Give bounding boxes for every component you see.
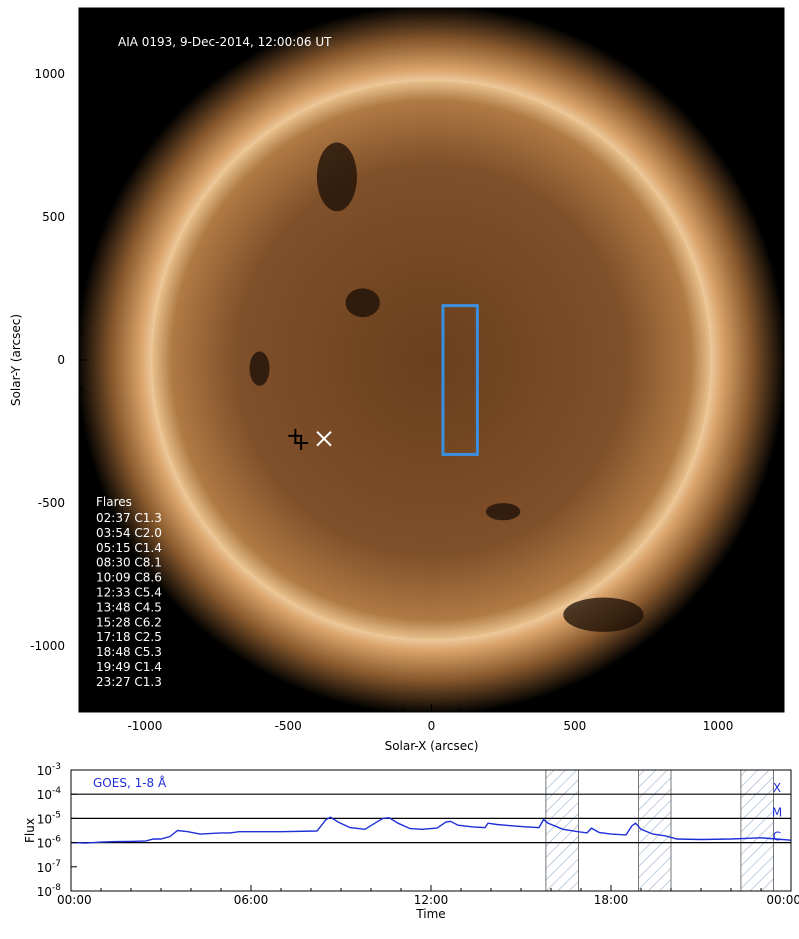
goes-y-axis: 10-3 10-4 10-5 10-6 10-7 10-8 (37, 762, 77, 899)
goes-x-tick-label: 06:00 (234, 893, 269, 907)
flare-list-item: 13:48 C4.5 (96, 600, 162, 614)
coronal-hole (345, 288, 380, 318)
flare-class-label: M (772, 805, 782, 819)
image-x-axis-label: Solar-X (arcsec) (385, 739, 479, 753)
flare-class-label: X (773, 781, 781, 795)
flare-list-header: Flares (96, 495, 132, 509)
flare-list: Flares 02:37 C1.303:54 C2.005:15 C1.408:3… (96, 495, 162, 689)
flare-class-lines: XMC (71, 781, 791, 844)
goes-flux-line (70, 816, 792, 844)
flare-marker (294, 435, 309, 450)
image-y-tick-label: 0 (57, 353, 65, 367)
flare-list-item: 03:54 C2.0 (96, 526, 162, 540)
goes-x-axis: 00:00 06:00 12:00 18:00 00:00 (57, 885, 799, 907)
image-x-tick-label: -1000 (127, 719, 162, 733)
solar-disk (152, 80, 711, 640)
selected-region-box (441, 304, 479, 456)
goes-x-tick-label: 00:00 (57, 893, 92, 907)
flare-marker (288, 428, 303, 443)
image-y-tick-label: 1000 (34, 67, 65, 81)
goes-x-tick-label: 00:00 (766, 893, 799, 907)
goes-legend: GOES, 1-8 Å (93, 775, 167, 790)
goes-x-axis-label: Time (415, 907, 445, 921)
image-x-axis: -1000 -500 0 500 1000 (87, 704, 776, 733)
goes-x-tick-label: 12:00 (414, 893, 449, 907)
flare-list-item: 17:18 C2.5 (96, 630, 162, 644)
image-title: AIA 0193, 9-Dec-2014, 12:00:06 UT (118, 35, 332, 49)
image-y-axis-label: Solar-Y (arcsec) (9, 314, 23, 406)
goes-y-tick-label: 10-4 (37, 786, 62, 802)
image-y-tick-label: -500 (38, 496, 65, 510)
coronal-hole (249, 351, 270, 386)
hatched-intervals (545, 769, 775, 892)
image-x-tick-label: 500 (563, 719, 586, 733)
goes-x-tick-label: 18:00 (594, 893, 629, 907)
solar-image-panel: -1000 -500 0 500 1000 1000 500 0 -500 -1000 AIA … (9, 7, 785, 753)
flare-list-item: 18:48 C5.3 (96, 645, 162, 659)
goes-y-tick-label: 10-5 (37, 810, 61, 826)
image-y-tick-label: 500 (42, 210, 65, 224)
flare-list-item: 02:37 C1.3 (96, 511, 162, 525)
image-x-tick-label: -500 (275, 719, 302, 733)
goes-y-tick-label: 10-3 (37, 762, 61, 778)
flare-list-item: 05:15 C1.4 (96, 541, 162, 555)
coronal-holes (249, 142, 644, 632)
image-y-tick-label: -1000 (30, 639, 65, 653)
flare-marker (316, 430, 332, 447)
goes-y-axis-label: Flux (23, 818, 37, 843)
image-y-axis: 1000 500 0 -500 -1000 (30, 16, 87, 704)
flare-list-item: 23:27 C1.3 (96, 675, 162, 689)
coronal-hole (316, 142, 357, 212)
hatched-interval (740, 769, 775, 892)
flare-list-item: 08:30 C8.1 (96, 556, 162, 570)
coronal-hole (485, 503, 521, 521)
flare-class-label: C (773, 830, 781, 844)
image-x-tick-label: 1000 (703, 719, 734, 733)
goes-y-tick-label: 10-6 (37, 835, 62, 851)
flare-list-item: 10:09 C8.6 (96, 571, 162, 585)
flare-list-item: 19:49 C1.4 (96, 660, 162, 674)
goes-y-tick-label: 10-8 (37, 883, 62, 899)
flare-list-item: 15:28 C6.2 (96, 615, 162, 629)
image-x-tick-label: 0 (428, 719, 436, 733)
flare-markers (288, 428, 332, 450)
coronal-hole (563, 597, 644, 632)
goes-y-tick-label: 10-7 (37, 859, 61, 875)
goes-panel: XMC 00:00 06:00 12:00 18:00 00:00 10-310-410… (23, 762, 799, 921)
flare-list-item: 12:33 C5.4 (96, 586, 162, 600)
